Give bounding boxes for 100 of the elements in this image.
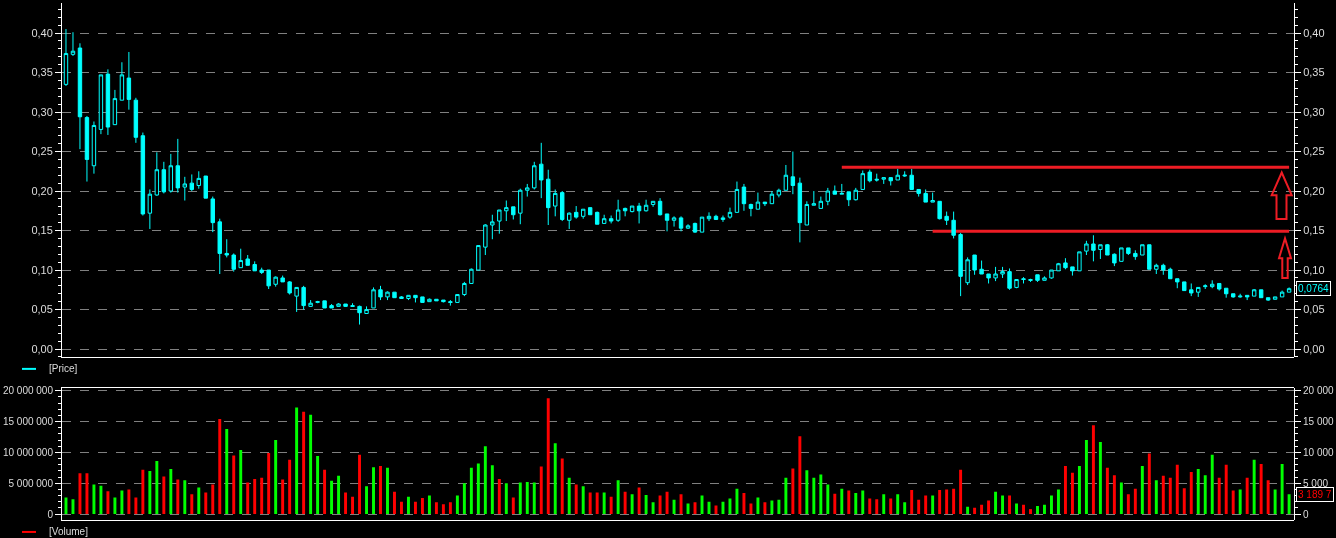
bar	[966, 506, 970, 515]
candlestick	[867, 169, 872, 183]
bar	[952, 488, 956, 515]
candlestick	[133, 97, 139, 144]
bar	[644, 494, 648, 515]
bar	[882, 494, 886, 515]
candlestick	[881, 177, 886, 185]
bar	[1056, 489, 1060, 515]
bar	[232, 455, 236, 515]
candlestick	[601, 214, 607, 224]
candlestick	[364, 305, 369, 314]
bar	[1224, 464, 1228, 515]
bar	[581, 486, 585, 515]
bar	[469, 467, 473, 515]
y2-tick-label: 10 000	[1303, 446, 1335, 458]
bar	[253, 478, 257, 515]
candlestick	[846, 191, 851, 207]
candlestick	[580, 208, 586, 220]
bar	[553, 443, 557, 515]
bar	[1098, 441, 1102, 515]
bar	[406, 496, 410, 515]
bar	[686, 503, 690, 515]
candlestick	[1265, 297, 1271, 302]
legend-label: [Volume]	[49, 526, 89, 537]
candlestick	[916, 188, 921, 198]
y-tick-label: 0,00	[31, 342, 53, 355]
y-tick-label: 20 000 000	[2, 385, 54, 397]
bar	[749, 503, 753, 515]
candlestick	[643, 199, 649, 213]
candlestick	[804, 200, 810, 226]
bar	[183, 480, 187, 515]
candlestick	[434, 298, 439, 302]
candlestick	[168, 153, 174, 194]
bar	[169, 469, 173, 515]
bar	[1091, 425, 1095, 515]
candlestick	[469, 267, 474, 284]
bar	[148, 470, 152, 515]
candlestick	[119, 61, 125, 101]
candlestick	[483, 223, 488, 256]
y-tick-label: 10 000 000	[2, 446, 54, 458]
candlestick	[1119, 247, 1124, 262]
y-tick-label: 0,15	[31, 224, 53, 237]
bar	[365, 486, 368, 515]
bar	[113, 497, 117, 515]
y-tick-label: 0	[47, 508, 54, 520]
bar	[833, 493, 837, 515]
annotation: 0,0764	[1298, 283, 1330, 294]
candlestick	[1105, 243, 1110, 256]
candlestick	[280, 275, 285, 283]
candlestick	[594, 211, 600, 225]
candlestick	[587, 207, 593, 216]
bar	[742, 493, 746, 515]
candlestick	[91, 121, 97, 175]
candlestick	[1014, 279, 1019, 289]
y2-tick-label: 0,10	[1303, 263, 1325, 276]
candlestick	[636, 202, 642, 224]
bar	[267, 453, 271, 515]
candlestick	[860, 170, 865, 190]
bar	[931, 495, 935, 515]
candlestick	[182, 176, 188, 202]
bar	[1022, 504, 1025, 515]
bar	[400, 501, 403, 515]
bar	[1036, 506, 1039, 515]
y-tick-label: 0,10	[31, 263, 53, 276]
bar	[896, 494, 900, 515]
bar	[1029, 509, 1032, 515]
candlestick	[608, 215, 614, 224]
y2-tick-label: 0,40	[1303, 26, 1325, 39]
bar	[1126, 494, 1130, 515]
candlestick	[1168, 267, 1173, 280]
candlestick	[476, 245, 481, 271]
candlestick	[972, 254, 977, 276]
candlestick	[378, 285, 383, 301]
bar	[386, 467, 389, 515]
bar	[197, 487, 201, 515]
candlestick	[140, 132, 146, 217]
bar	[539, 466, 543, 515]
candlestick	[1021, 276, 1026, 284]
candlestick	[357, 305, 362, 326]
candlestick	[1182, 281, 1187, 292]
candlestick	[455, 294, 460, 303]
bar	[973, 507, 977, 515]
bar	[1043, 504, 1046, 515]
candlestick	[1189, 282, 1194, 297]
candlestick	[175, 138, 181, 194]
candlestick	[678, 215, 684, 232]
candlestick	[776, 188, 782, 198]
candlestick	[518, 188, 523, 225]
bar	[805, 470, 809, 515]
bar	[798, 436, 802, 515]
bar	[393, 491, 396, 515]
bar	[1133, 488, 1137, 515]
candlestick	[1007, 267, 1012, 291]
bar	[1001, 495, 1005, 515]
bar	[574, 484, 578, 515]
y-tick-label: 15 000 000	[2, 416, 54, 428]
candlestick	[895, 168, 900, 181]
candlestick	[406, 294, 411, 301]
candlestick	[944, 211, 949, 226]
candlestick	[1161, 263, 1166, 276]
